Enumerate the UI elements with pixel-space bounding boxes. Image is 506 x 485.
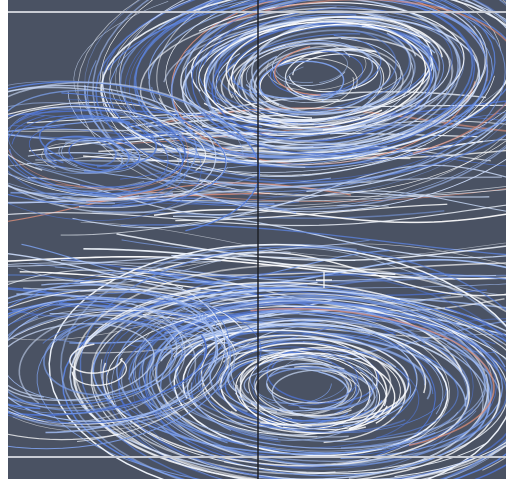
page: (() => { const g = document.getElementBy… [0,0,506,485]
flow-visualization [0,0,506,485]
